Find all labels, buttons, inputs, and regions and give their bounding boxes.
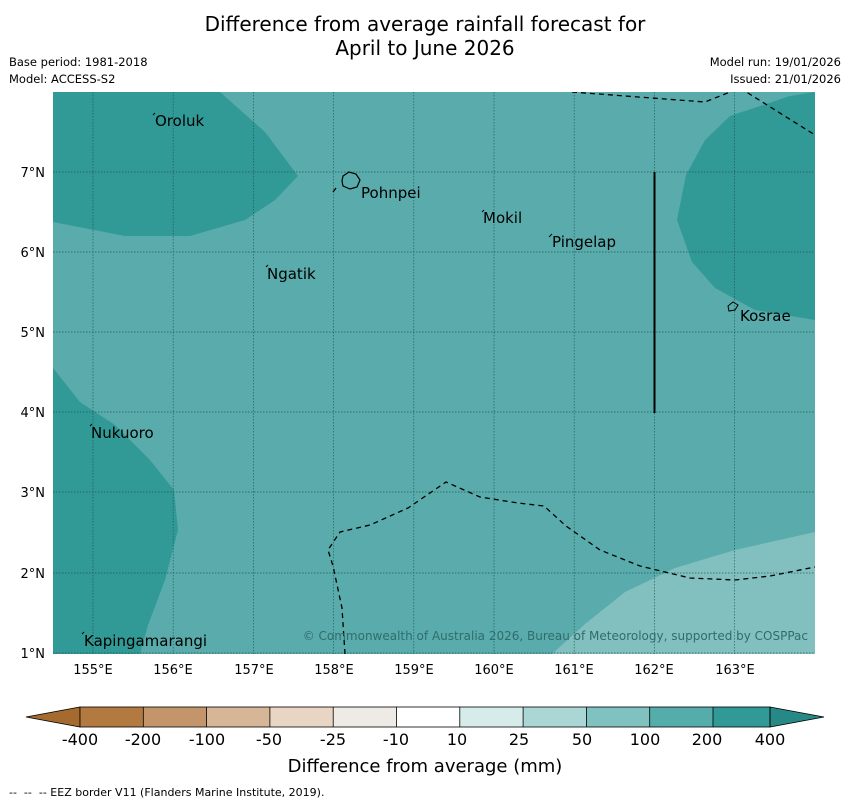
graticule — [53, 92, 815, 654]
chart-title: Difference from average rainfall forecas… — [0, 12, 850, 60]
title-line-2: April to June 2026 — [335, 36, 515, 60]
colorbar-label: -25 — [320, 730, 346, 749]
colorbar-segment — [649, 707, 713, 727]
kosrae-island-icon — [727, 301, 739, 312]
lon-tick: 163°E — [715, 663, 755, 678]
atoll-markers — [81, 112, 553, 635]
place-pohnpei: Pohnpei — [361, 184, 421, 202]
region-50-100-southeast — [552, 532, 815, 654]
region-200-400-east — [677, 92, 815, 320]
colorbar-label: -200 — [125, 730, 161, 749]
place-pingelap: Pingelap — [552, 233, 616, 251]
lat-tick: 1°N — [21, 647, 46, 662]
lon-tick: 160°E — [474, 663, 514, 678]
base-period: Base period: 1981-2018 — [9, 55, 148, 69]
colorbar: -400 -200 -100 -50 -25 -10 10 25 50 100 … — [25, 706, 825, 777]
colorbar-extend-low — [25, 706, 81, 728]
longitude-tick-labels: 155°E 156°E 157°E 158°E 159°E 160°E 161°… — [73, 663, 755, 678]
colorbar-label: 50 — [572, 730, 592, 749]
eez-border — [327, 92, 815, 654]
place-kapingamarangi: Kapingamarangi — [84, 632, 207, 650]
lat-tick: 5°N — [21, 326, 46, 341]
colorbar-label: 25 — [509, 730, 529, 749]
colorbar-segment — [206, 707, 270, 727]
region-200-400-southwest — [53, 368, 178, 654]
colorbar-label: 200 — [692, 730, 723, 749]
colorbar-label: 10 — [447, 730, 467, 749]
lon-tick: 162°E — [634, 663, 674, 678]
lon-tick: 158°E — [314, 663, 354, 678]
place-oroluk: Oroluk — [155, 112, 204, 130]
colorbar-segment — [269, 707, 334, 727]
colorbar-label: 400 — [755, 730, 786, 749]
region-200-400-northwest — [53, 92, 298, 236]
issued-date: Issued: 21/01/2026 — [730, 72, 841, 86]
colorbar-label: -10 — [383, 730, 409, 749]
colorbar-label: -400 — [62, 730, 98, 749]
title-line-1: Difference from average rainfall forecas… — [204, 12, 646, 36]
colorbar-label: -100 — [189, 730, 225, 749]
colorbar-segment — [713, 707, 770, 727]
colorbar-segment — [586, 707, 650, 727]
lat-tick: 6°N — [21, 246, 46, 261]
place-ngatik: Ngatik — [267, 265, 316, 283]
colorbar-segment — [143, 707, 207, 727]
copyright-notice: © Commonwealth of Australia 2026, Bureau… — [303, 629, 808, 643]
colorbar-label: 100 — [630, 730, 661, 749]
lon-tick: 155°E — [73, 663, 113, 678]
colorbar-title: Difference from average (mm) — [288, 756, 563, 777]
colorbar-label: -50 — [256, 730, 282, 749]
place-kosrae: Kosrae — [740, 307, 791, 325]
colorbar-segment — [459, 707, 524, 727]
lat-tick: 3°N — [21, 486, 46, 501]
eez-footnote: -- -- -- EEZ border V11 (Flanders Marine… — [9, 786, 325, 799]
colorbar-extend-high — [769, 706, 825, 728]
meta-left: Base period: 1981-2018 Model: ACCESS-S2 — [9, 54, 148, 88]
place-mokil: Mokil — [483, 209, 522, 227]
lat-tick: 4°N — [21, 406, 46, 421]
colorbar-segment — [396, 707, 460, 727]
colorbar-segment — [80, 707, 144, 727]
lon-tick: 161°E — [554, 663, 594, 678]
model-name: Model: ACCESS-S2 — [9, 72, 116, 86]
pohnpei-island-icon — [341, 171, 361, 190]
lon-tick: 159°E — [394, 663, 434, 678]
model-run: Model run: 19/01/2026 — [709, 55, 841, 69]
place-nukuoro: Nukuoro — [91, 424, 154, 442]
colorbar-segment — [333, 707, 397, 727]
colorbar-segment — [523, 707, 587, 727]
lat-tick: 7°N — [21, 166, 46, 181]
lat-tick: 2°N — [21, 567, 46, 582]
meta-right: Model run: 19/01/2026 Issued: 21/01/2026 — [710, 54, 841, 88]
lon-tick: 156°E — [153, 663, 193, 678]
lon-tick: 157°E — [234, 663, 274, 678]
latitude-tick-labels: 1°N 2°N 3°N 4°N 5°N 6°N 7°N — [21, 166, 46, 662]
rainfall-map: Oroluk Pohnpei Mokil Pingelap Ngatik Kos… — [53, 92, 815, 654]
